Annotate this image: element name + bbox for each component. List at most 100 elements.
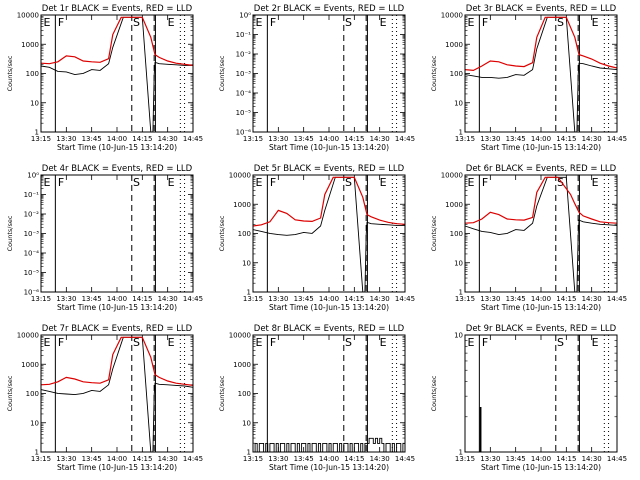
y-tick-label: 10⁻¹ xyxy=(236,31,252,39)
x-axis-label: Start Time (10-Jun-15 13:14:20) xyxy=(57,143,177,152)
x-tick-label: 14:30 xyxy=(158,295,178,303)
x-tick-label: 13:15 xyxy=(31,455,51,463)
chart-panel-2: Det 2r BLACK = Events, RED = LLD 10⁻⁶ 10⁻⁵… xyxy=(218,4,415,152)
x-tick-label: 14:00 xyxy=(531,295,551,303)
y-tick-label: 10⁻⁴ xyxy=(24,250,40,258)
x-axis-label: Start Time (10-Jun-15 13:14:20) xyxy=(57,303,177,312)
x-tick-label: 13:30 xyxy=(268,135,288,143)
x-axis-label: Start Time (10-Jun-15 13:14:20) xyxy=(481,303,601,312)
x-tick-label: 14:45 xyxy=(607,135,627,143)
x-tick-label: 14:45 xyxy=(183,295,203,303)
x-axis-label: Start Time (10-Jun-15 13:14:20) xyxy=(481,463,601,472)
plot-frame xyxy=(252,334,406,453)
x-tick-label: 13:15 xyxy=(243,295,263,303)
plot-frame xyxy=(40,14,194,133)
x-tick-label: 13:45 xyxy=(82,295,102,303)
y-tick-label: 10⁻⁵ xyxy=(236,109,252,117)
x-tick-label: 14:45 xyxy=(607,455,627,463)
y-tick-label: 100 xyxy=(238,230,251,238)
plot-frame xyxy=(40,174,194,293)
y-tick-label: 10⁻⁴ xyxy=(236,90,252,98)
chart-panel-4: Det 4r BLACK = Events, RED = LLD 10⁻⁶ 10⁻⁵… xyxy=(6,164,203,312)
y-tick-label: 10000 xyxy=(17,332,39,340)
marker-label: S xyxy=(133,16,140,29)
x-tick-label: 13:15 xyxy=(243,135,263,143)
x-tick-label: 13:15 xyxy=(243,455,263,463)
marker-label: E xyxy=(256,16,263,29)
marker-label: F xyxy=(270,16,276,29)
marker-label: E xyxy=(380,336,387,349)
y-tick-label: 100 xyxy=(450,230,463,238)
x-axis-label: Start Time (10-Jun-15 13:14:20) xyxy=(269,463,389,472)
x-tick-label: 14:45 xyxy=(183,455,203,463)
x-tick-label: 14:15 xyxy=(132,455,152,463)
x-tick-label: 13:45 xyxy=(82,135,102,143)
plot-frame xyxy=(252,174,406,293)
y-tick-label: 1 xyxy=(247,449,251,457)
x-tick-label: 14:00 xyxy=(107,455,127,463)
y-tick-label: 10 xyxy=(242,259,251,267)
x-axis-label: Start Time (10-Jun-15 13:14:20) xyxy=(481,143,601,152)
x-tick-label: 14:00 xyxy=(531,135,551,143)
x-tick-label: 14:45 xyxy=(607,295,627,303)
y-tick-label: 1 xyxy=(459,449,463,457)
x-tick-label: 14:00 xyxy=(531,455,551,463)
marker-label: S xyxy=(133,336,140,349)
marker-label: E xyxy=(380,16,387,29)
chart-panel-7: Det 7r BLACK = Events, RED = LLD 1 10 100 10… xyxy=(6,324,203,472)
y-tick-label: 1 xyxy=(35,449,39,457)
x-tick-label: 14:45 xyxy=(183,135,203,143)
marker-label: E xyxy=(44,336,51,349)
marker-label: E xyxy=(468,176,475,189)
marker-label: E xyxy=(592,336,599,349)
marker-label: E xyxy=(256,336,263,349)
y-tick-label: 10 xyxy=(454,99,463,107)
x-tick-label: 14:15 xyxy=(556,455,576,463)
x-tick-label: 13:30 xyxy=(56,455,76,463)
chart-title: Det 3r BLACK = Events, RED = LLD xyxy=(466,4,617,14)
marker-label: E xyxy=(468,336,475,349)
x-tick-label: 14:30 xyxy=(582,455,602,463)
y-tick-label: 1000 xyxy=(21,41,39,49)
y-tick-label: 10 xyxy=(454,332,463,340)
x-tick-label: 14:45 xyxy=(395,455,415,463)
y-tick-label: 1000 xyxy=(233,361,251,369)
y-axis-label: Counts/sec xyxy=(218,375,226,411)
marker-label: S xyxy=(133,176,140,189)
y-tick-label: 10⁻¹ xyxy=(24,191,40,199)
series-line-lld xyxy=(464,16,618,72)
y-tick-label: 1 xyxy=(35,129,39,137)
x-tick-label: 13:30 xyxy=(268,295,288,303)
series-line-lld xyxy=(252,176,406,227)
chart-title: Det 1r BLACK = Events, RED = LLD xyxy=(42,4,193,14)
x-axis-label: Start Time (10-Jun-15 13:14:20) xyxy=(269,143,389,152)
x-tick-label: 13:45 xyxy=(294,455,314,463)
plot-frame xyxy=(464,14,618,133)
marker-label: E xyxy=(592,176,599,189)
x-tick-label: 14:30 xyxy=(158,135,178,143)
plot-frame xyxy=(464,334,618,453)
y-axis-label: Counts/sec xyxy=(6,375,14,411)
plot-frame xyxy=(464,174,618,293)
x-tick-label: 13:15 xyxy=(455,135,475,143)
y-tick-label: 1000 xyxy=(21,361,39,369)
y-tick-label: 10⁻³ xyxy=(24,230,40,238)
x-tick-label: 13:30 xyxy=(56,135,76,143)
marker-label: F xyxy=(270,176,276,189)
x-tick-label: 14:45 xyxy=(395,295,415,303)
y-tick-label: 1000 xyxy=(233,201,251,209)
y-axis-label: Counts/sec xyxy=(218,215,226,251)
x-tick-label: 13:15 xyxy=(31,295,51,303)
marker-label: S xyxy=(345,176,352,189)
x-tick-label: 14:00 xyxy=(107,295,127,303)
x-tick-label: 14:00 xyxy=(107,135,127,143)
marker-label: E xyxy=(256,176,263,189)
plot-frame xyxy=(40,334,194,453)
marker-label: E xyxy=(168,176,175,189)
marker-label: S xyxy=(345,336,352,349)
x-tick-label: 13:30 xyxy=(480,295,500,303)
y-tick-label: 10 xyxy=(454,259,463,267)
x-tick-label: 14:15 xyxy=(344,135,364,143)
marker-label: E xyxy=(380,176,387,189)
